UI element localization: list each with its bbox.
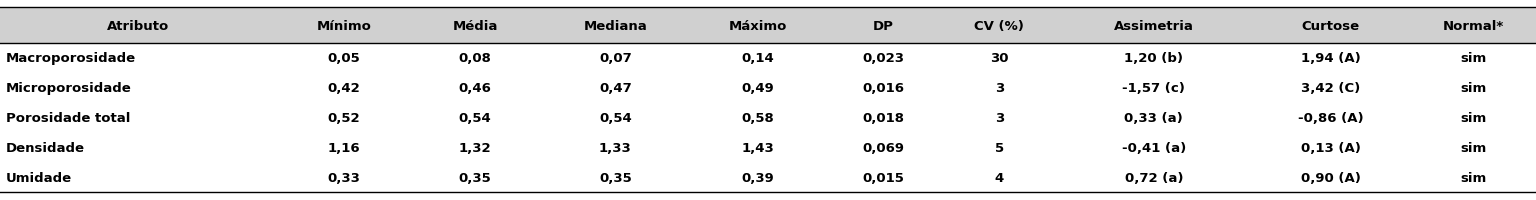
Text: 1,43: 1,43 [742, 141, 774, 154]
Text: 0,72 (a): 0,72 (a) [1124, 171, 1183, 184]
Text: Densidade: Densidade [6, 141, 84, 154]
Bar [0, 8, 1536, 44]
Text: 0,07: 0,07 [599, 52, 631, 65]
Text: Média: Média [453, 19, 498, 32]
Text: 0,33: 0,33 [327, 171, 361, 184]
Text: 1,20 (b): 1,20 (b) [1124, 52, 1183, 65]
Text: Máximo: Máximo [730, 19, 788, 32]
Text: Normal*: Normal* [1442, 19, 1504, 32]
Text: Umidade: Umidade [6, 171, 72, 184]
Text: 0,46: 0,46 [459, 82, 492, 95]
Text: 3,42 (C): 3,42 (C) [1301, 82, 1361, 95]
Text: Porosidade total: Porosidade total [6, 111, 131, 124]
Text: 0,023: 0,023 [862, 52, 905, 65]
Text: sim: sim [1461, 171, 1487, 184]
Text: 0,069: 0,069 [862, 141, 905, 154]
Text: 0,015: 0,015 [862, 171, 905, 184]
Text: 0,52: 0,52 [327, 111, 359, 124]
Text: 0,90 (A): 0,90 (A) [1301, 171, 1361, 184]
Text: 0,42: 0,42 [327, 82, 359, 95]
Text: 3: 3 [995, 82, 1005, 95]
Text: 1,33: 1,33 [599, 141, 631, 154]
Text: Atributo: Atributo [108, 19, 169, 32]
Text: Mediana: Mediana [584, 19, 647, 32]
Text: -1,57 (c): -1,57 (c) [1123, 82, 1186, 95]
Text: 0,49: 0,49 [742, 82, 774, 95]
Text: 0,58: 0,58 [742, 111, 774, 124]
Bar [0, 74, 1536, 103]
Bar [0, 103, 1536, 133]
Bar [0, 133, 1536, 162]
Text: 0,54: 0,54 [599, 111, 631, 124]
Text: -0,86 (A): -0,86 (A) [1298, 111, 1364, 124]
Text: 0,016: 0,016 [862, 82, 905, 95]
Text: 0,39: 0,39 [742, 171, 774, 184]
Text: sim: sim [1461, 111, 1487, 124]
Text: 1,16: 1,16 [327, 141, 359, 154]
Text: 1,32: 1,32 [459, 141, 492, 154]
Text: 0,35: 0,35 [459, 171, 492, 184]
Text: sim: sim [1461, 52, 1487, 65]
Text: 0,54: 0,54 [459, 111, 492, 124]
Text: Assimetria: Assimetria [1114, 19, 1193, 32]
Text: sim: sim [1461, 141, 1487, 154]
Text: 30: 30 [991, 52, 1009, 65]
Text: 1,94 (A): 1,94 (A) [1301, 52, 1361, 65]
Text: Mínimo: Mínimo [316, 19, 372, 32]
Text: 0,35: 0,35 [599, 171, 631, 184]
Bar [0, 44, 1536, 74]
Text: sim: sim [1461, 82, 1487, 95]
Text: 0,14: 0,14 [742, 52, 774, 65]
Text: 0,08: 0,08 [459, 52, 492, 65]
Text: 5: 5 [995, 141, 1005, 154]
Text: Curtose: Curtose [1301, 19, 1359, 32]
Text: Microporosidade: Microporosidade [6, 82, 132, 95]
Text: 0,47: 0,47 [599, 82, 631, 95]
Text: 3: 3 [995, 111, 1005, 124]
Text: DP: DP [872, 19, 894, 32]
Text: 0,13 (A): 0,13 (A) [1301, 141, 1361, 154]
Text: Macroporosidade: Macroporosidade [6, 52, 137, 65]
Text: 0,05: 0,05 [327, 52, 359, 65]
Text: 4: 4 [995, 171, 1005, 184]
Bar [0, 162, 1536, 192]
Text: 0,33 (a): 0,33 (a) [1124, 111, 1183, 124]
Text: 0,018: 0,018 [862, 111, 905, 124]
Text: CV (%): CV (%) [974, 19, 1025, 32]
Text: -0,41 (a): -0,41 (a) [1121, 141, 1186, 154]
